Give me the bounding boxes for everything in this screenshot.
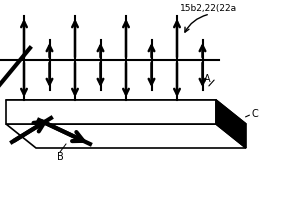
Text: B: B: [57, 152, 63, 162]
Polygon shape: [6, 100, 246, 124]
Polygon shape: [6, 100, 216, 124]
Polygon shape: [216, 100, 246, 148]
Text: C: C: [252, 109, 259, 119]
Polygon shape: [6, 124, 246, 148]
Text: A: A: [204, 74, 211, 84]
Text: 15b2,22(22a: 15b2,22(22a: [180, 4, 237, 13]
